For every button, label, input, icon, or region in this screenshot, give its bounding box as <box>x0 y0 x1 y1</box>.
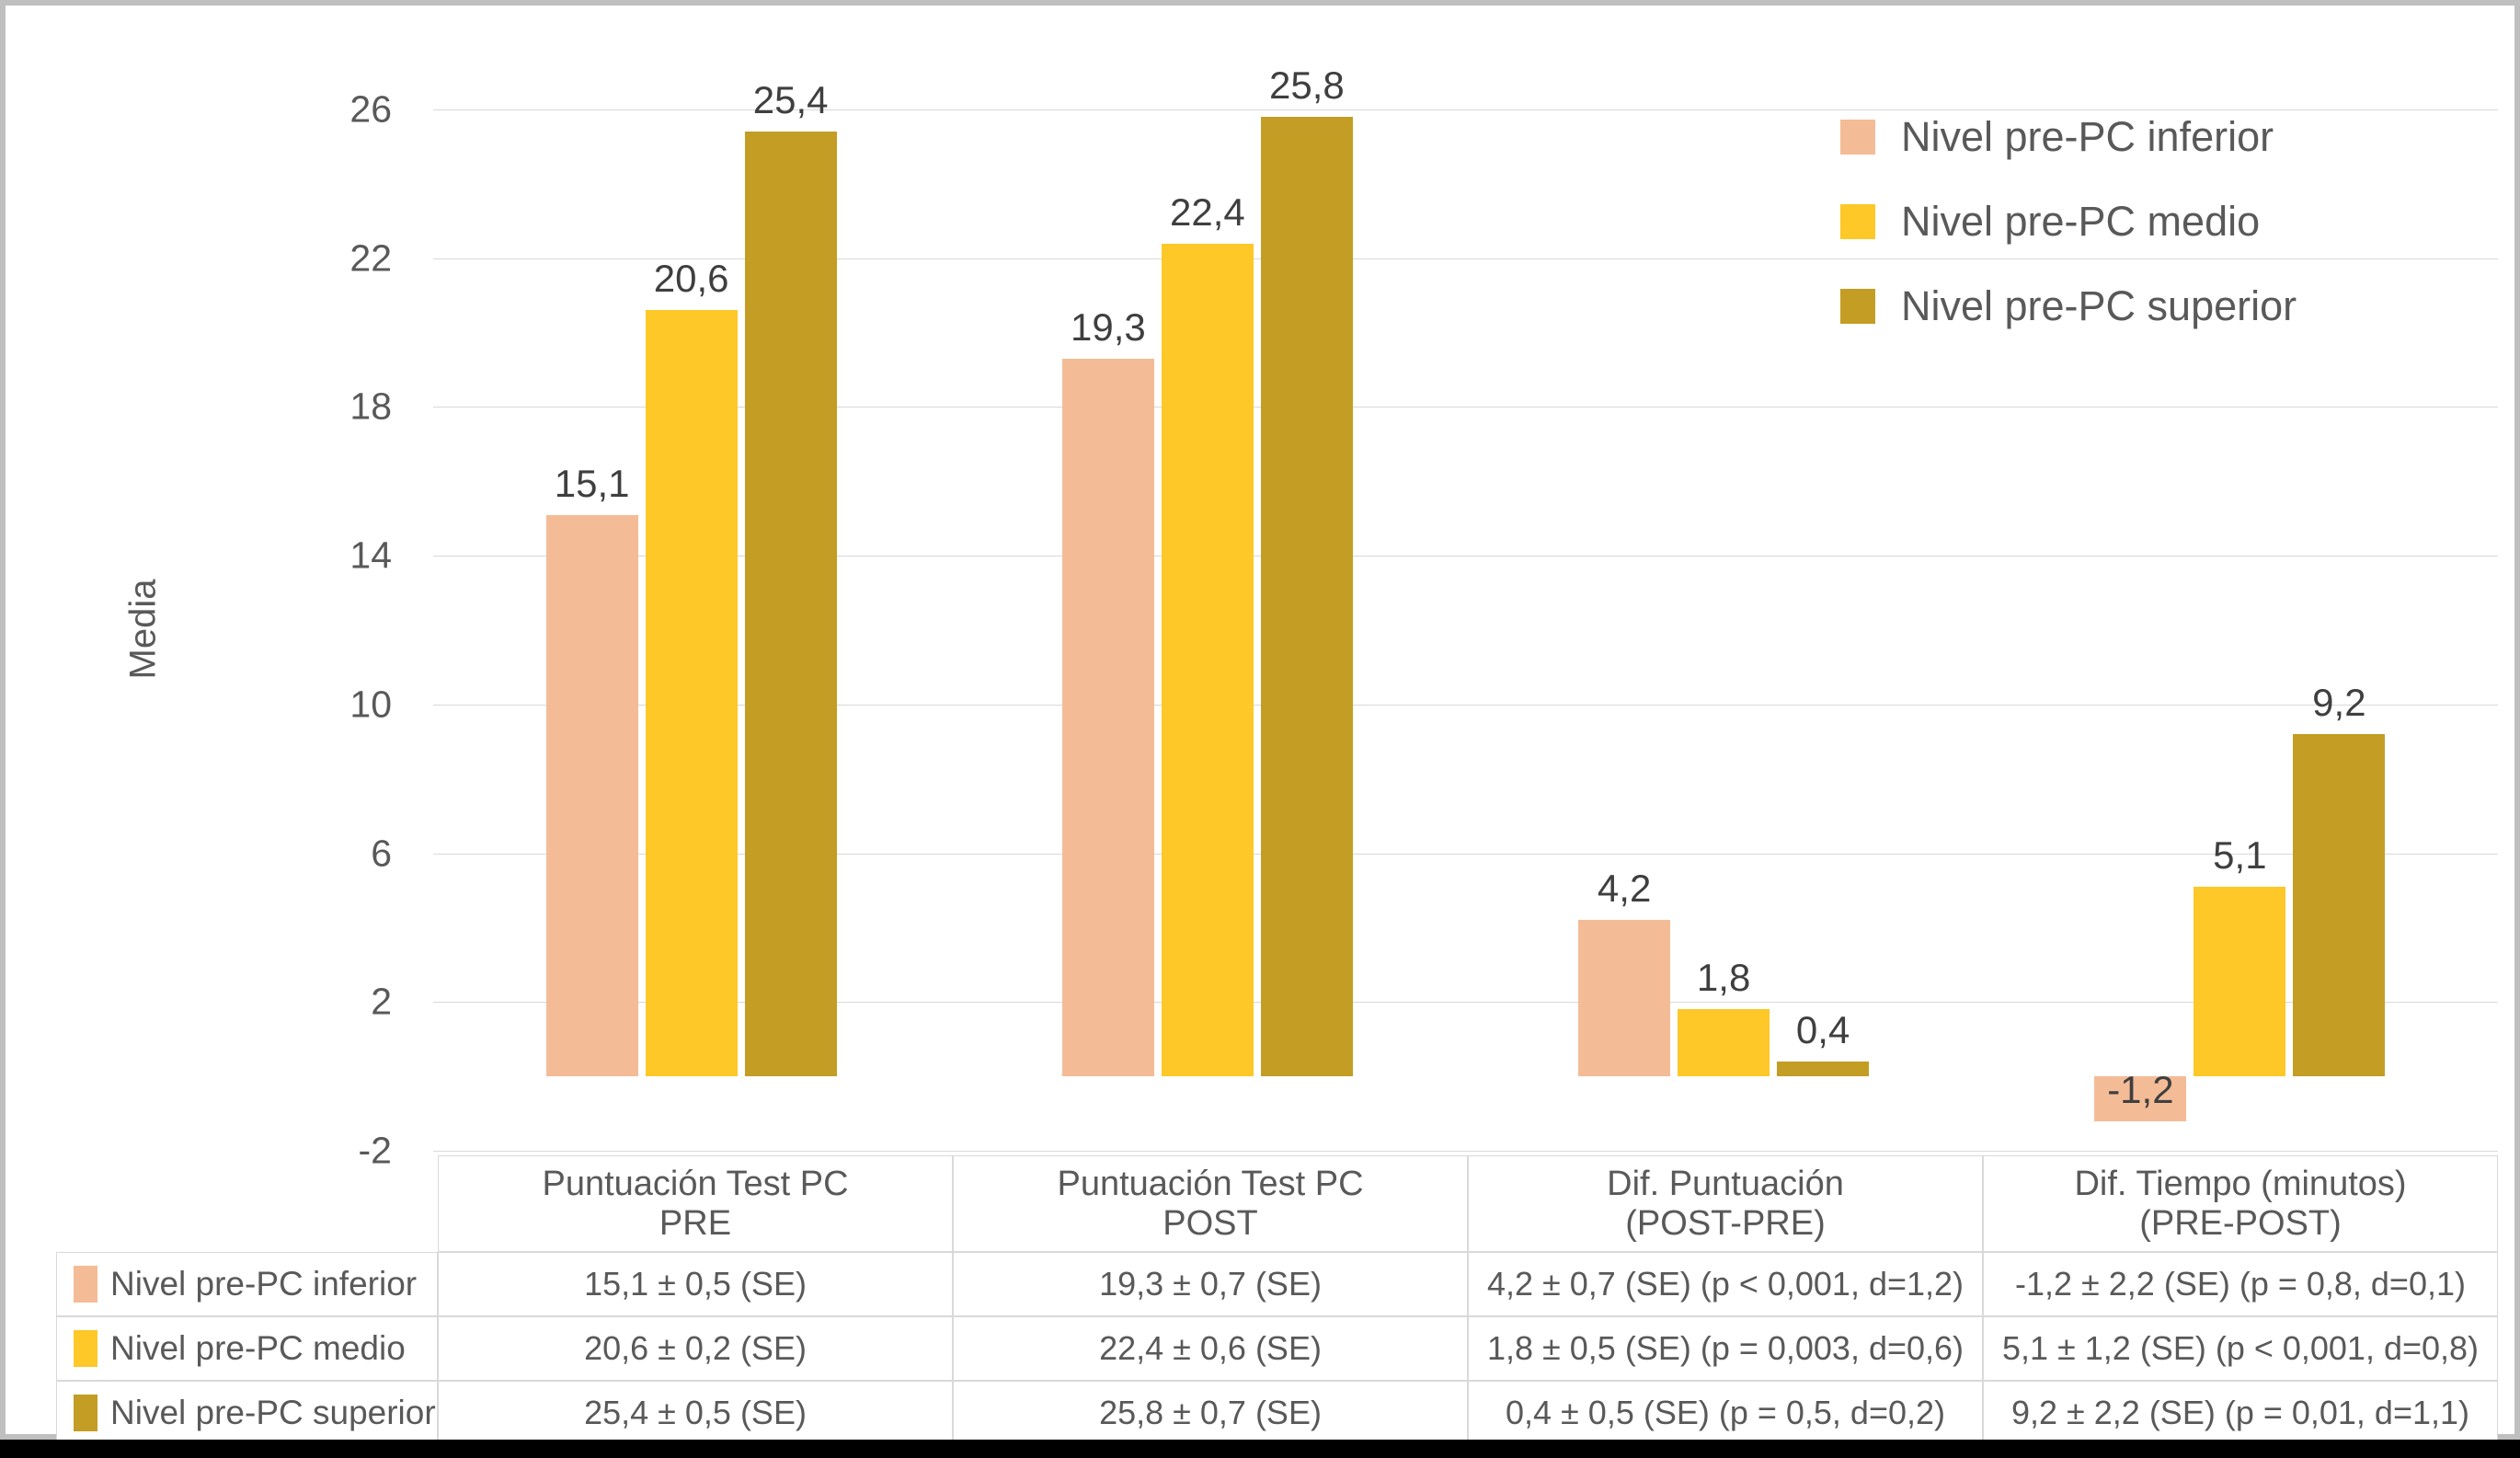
chart-legend: Nivel pre-PC inferior Nivel pre-PC medio N… <box>1840 113 2484 370</box>
category-axis-row: Puntuación Test PC PRE Puntuación Test PC P… <box>56 1155 2498 1252</box>
bar-value-label: 5,1 <box>2213 832 2267 877</box>
category-label: Dif. Tiempo (minutos) (PRE-POST) <box>1983 1155 2498 1252</box>
gridline <box>433 407 2498 408</box>
table-row: Nivel pre-PC inferior 15,1 ± 0,5 (SE) 19,3… <box>56 1252 2498 1316</box>
gridline <box>433 1002 2498 1004</box>
table-cell: 15,1 ± 0,5 (SE) <box>438 1252 953 1316</box>
bar-value-label: 4,2 <box>1597 867 1652 911</box>
gridline <box>433 556 2498 557</box>
legend-item-label: Nivel pre-PC inferior <box>1901 113 2274 160</box>
table-cell: 20,6 ± 0,2 (SE) <box>438 1316 953 1381</box>
legend-item-label: Nivel pre-PC medio <box>1901 198 2261 245</box>
category-label: Puntuación Test PC PRE <box>438 1155 953 1252</box>
bar-value-label: 25,4 <box>752 78 829 122</box>
bar <box>1777 1061 1870 1077</box>
bar-value-label: 25,8 <box>1269 63 1345 108</box>
y-axis-tick-label: -2 <box>358 1129 392 1172</box>
bar-value-label: 9,2 <box>2312 681 2366 725</box>
legend-item[interactable]: Nivel pre-PC medio <box>1840 198 2484 245</box>
table-row-label: Nivel pre-PC medio <box>110 1329 406 1368</box>
table-cell: -1,2 ± 2,2 (SE) (p = 0,8, d=0,1) <box>1983 1252 2498 1316</box>
legend-swatch-icon <box>1840 120 1875 155</box>
table-cell: 1,8 ± 0,5 (SE) (p = 0,003, d=0,6) <box>1468 1316 1983 1381</box>
legend-swatch-icon <box>1840 204 1875 239</box>
bar <box>2293 734 2386 1077</box>
category-label: Dif. Puntuación (POST-PRE) <box>1468 1155 1983 1252</box>
plot-area: 26 22 18 14 10 6 2 -2 15,1 20,6 25,4 19,3 22,4 25,8 4… <box>349 63 2498 1172</box>
legend-swatch-icon <box>74 1266 97 1303</box>
bar <box>744 132 837 1077</box>
category-label-line1: Puntuación Test PC <box>1057 1164 1364 1203</box>
y-axis-tick-label: 26 <box>349 87 392 131</box>
y-axis-tick-label: 22 <box>349 236 392 280</box>
gridline <box>433 109 2498 110</box>
bar <box>545 514 638 1077</box>
data-table: Puntuación Test PC PRE Puntuación Test PC P… <box>56 1155 2498 1445</box>
category-label-line1: Dif. Tiempo (minutos) <box>2074 1164 2407 1203</box>
category-label: Puntuación Test PC POST <box>953 1155 1468 1252</box>
table-row: Nivel pre-PC superior 25,4 ± 0,5 (SE) 25,8… <box>56 1381 2498 1445</box>
category-label-line1: Dif. Puntuación <box>1607 1164 1844 1203</box>
y-axis-tick-label: 10 <box>349 683 392 726</box>
table-cell: 22,4 ± 0,6 (SE) <box>953 1316 1468 1381</box>
table-cell: 4,2 ± 0,7 (SE) (p < 0,001, d=1,2) <box>1468 1252 1983 1316</box>
table-cell: 0,4 ± 0,5 (SE) (p = 0,5, d=0,2) <box>1468 1381 1983 1445</box>
bar-value-label: 20,6 <box>653 257 729 301</box>
bar <box>1061 358 1154 1077</box>
legend-item[interactable]: Nivel pre-PC superior <box>1840 282 2484 329</box>
y-axis-title: Media <box>122 579 164 680</box>
bar <box>1678 1009 1770 1077</box>
gridline <box>433 1151 2498 1152</box>
bar-value-label: 15,1 <box>554 461 630 505</box>
legend-item-label: Nivel pre-PC superior <box>1901 282 2297 329</box>
legend-swatch-icon <box>74 1330 97 1367</box>
bar-value-label: 22,4 <box>1170 189 1245 234</box>
gridline <box>433 853 2498 855</box>
table-row-header: Nivel pre-PC inferior <box>56 1252 438 1316</box>
bar <box>2194 886 2286 1077</box>
bar <box>1260 117 1353 1077</box>
gridline <box>433 704 2498 706</box>
table-cell: 9,2 ± 2,2 (SE) (p = 0,01, d=1,1) <box>1983 1381 2498 1445</box>
category-label-line2: POST <box>1163 1203 1258 1243</box>
table-cell: 25,4 ± 0,5 (SE) <box>438 1381 953 1445</box>
bar <box>1161 243 1254 1077</box>
table-cell: 5,1 ± 1,2 (SE) (p < 0,001, d=0,8) <box>1983 1316 2498 1381</box>
bar <box>2094 1076 2187 1121</box>
legend-item[interactable]: Nivel pre-PC inferior <box>1840 113 2484 160</box>
y-axis-tick-label: 14 <box>349 534 392 577</box>
table-corner-spacer <box>56 1155 438 1252</box>
table-row-label: Nivel pre-PC inferior <box>110 1265 418 1303</box>
bar-value-label: -1,2 <box>2107 1067 2174 1111</box>
table-cell: 19,3 ± 0,7 (SE) <box>953 1252 1468 1316</box>
table-row: Nivel pre-PC medio 20,6 ± 0,2 (SE) 22,4 ± … <box>56 1316 2498 1381</box>
bar <box>645 310 738 1077</box>
bar-value-label: 1,8 <box>1696 956 1751 1000</box>
gridline <box>433 258 2498 259</box>
category-label-line1: Puntuación Test PC <box>542 1164 849 1203</box>
table-cell: 25,8 ± 0,7 (SE) <box>953 1381 1468 1445</box>
bar-value-label: 0,4 <box>1795 1007 1850 1051</box>
y-axis-tick-label: 6 <box>371 832 392 875</box>
table-row-label: Nivel pre-PC superior <box>110 1394 436 1432</box>
category-label-line2: (PRE-POST) <box>2139 1203 2342 1243</box>
category-label-line2: PRE <box>659 1203 732 1243</box>
y-axis-tick-label: 18 <box>349 385 392 428</box>
bar <box>1578 920 1671 1077</box>
table-row-header: Nivel pre-PC superior <box>56 1381 438 1445</box>
legend-swatch-icon <box>1840 289 1875 324</box>
legend-swatch-icon <box>74 1395 97 1431</box>
category-label-line2: (POST-PRE) <box>1625 1203 1826 1243</box>
bottom-black-band <box>0 1440 2520 1458</box>
bar-value-label: 19,3 <box>1071 304 1146 349</box>
y-axis-tick-label: 2 <box>371 980 392 1023</box>
table-row-header: Nivel pre-PC medio <box>56 1316 438 1381</box>
